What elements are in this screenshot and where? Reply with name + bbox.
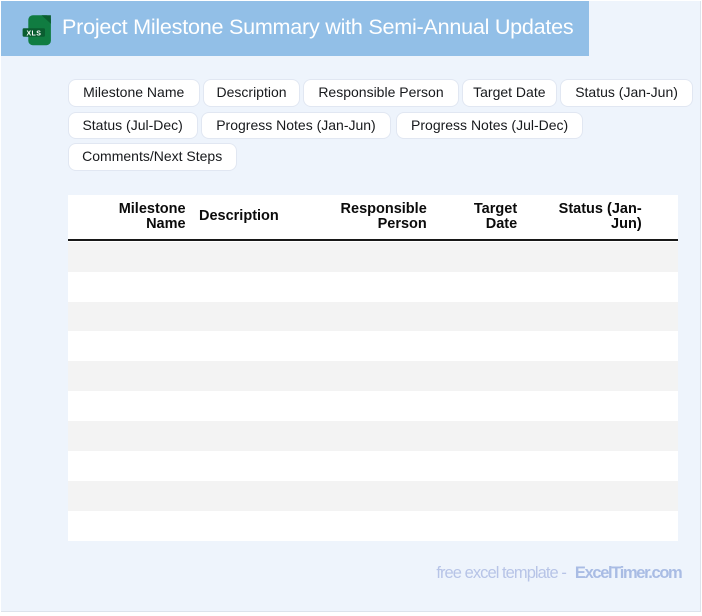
svg-text:XLS: XLS <box>26 30 41 37</box>
